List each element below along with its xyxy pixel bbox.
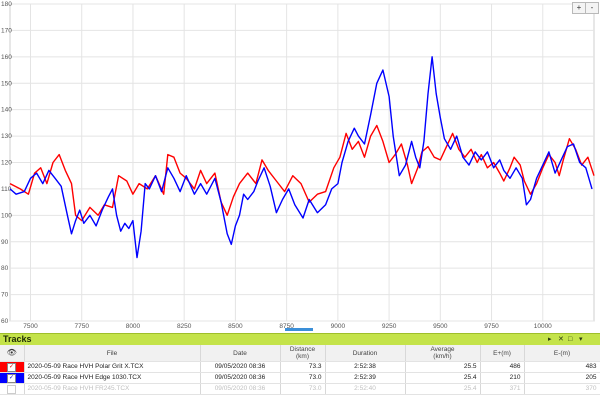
y-tick-label: 90 [1,239,9,246]
eminus-column-header[interactable]: E-(m) [524,345,600,362]
y-tick-label: 140 [1,107,12,114]
x-tick-label: 8500 [228,323,243,330]
chart-area[interactable]: 60 70 80 90 100 110 120 130 140 150 160 170 180 7500… [0,0,600,332]
eminus-cell: 370 [524,383,600,395]
average-column-header[interactable]: Average (km/h) [405,345,481,362]
eplus-cell: 486 [480,361,525,373]
series-line-blue [9,56,593,259]
x-tick-label: 8750 [279,323,294,330]
eminus-cell: 205 [524,372,600,384]
series-line-red [9,124,595,222]
scroll-indicator[interactable] [285,328,313,331]
y-tick-label: 120 [1,160,12,167]
zoom-out-button[interactable]: - [585,2,599,14]
y-tick-label: 180 [1,1,12,8]
x-tick-label: 9000 [331,323,346,330]
x-axis-ticks: 7500 7750 8000 8250 8500 8750 9000 9250 9500 9750… [23,323,552,330]
tracks-panel: Tracks ▸ ✕ □ ▾ 👁 File Date Distance (km)… [0,333,600,401]
visibility-column-header[interactable]: 👁 [0,345,25,362]
eplus-cell: 210 [480,372,525,384]
close-icon[interactable]: ✕ [558,336,564,343]
tracks-table: 👁 File Date Distance (km) Duration Avera… [0,345,600,395]
visibility-checkbox[interactable] [7,385,16,394]
track-color-swatch[interactable]: ✓ [0,372,25,384]
file-cell: 2020-05-09 Race HVH FR245.TCX [24,383,201,395]
eplus-column-header[interactable]: E+(m) [480,345,525,362]
y-tick-label: 60 [1,318,9,325]
average-cell: 25.5 [405,361,481,373]
visibility-checkbox[interactable]: ✓ [7,363,16,372]
eplus-cell: 371 [480,383,525,395]
average-header-label: Average [430,346,455,353]
file-cell: 2020-05-09 Race HVH Edge 1030.TCX [24,372,201,384]
distance-cell: 73.3 [280,361,326,373]
pin-icon[interactable]: ▸ [548,336,552,343]
y-tick-label: 80 [1,265,9,272]
date-column-header[interactable]: Date [200,345,281,362]
distance-header-label: Distance [289,346,316,353]
duration-column-header[interactable]: Duration [325,345,406,362]
tracks-header: Tracks ▸ ✕ □ ▾ [0,333,600,345]
eminus-cell: 483 [524,361,600,373]
x-tick-label: 7500 [23,323,38,330]
average-cell: 25.4 [405,383,481,395]
x-tick-label: 9500 [433,323,448,330]
date-cell: 09/05/2020 08:36 [200,372,281,384]
duration-cell: 2:52:40 [325,383,406,395]
duration-cell: 2:52:38 [325,361,406,373]
track-color-fill: ✓ [0,362,23,372]
heart-rate-chart[interactable]: 60 70 80 90 100 110 120 130 140 150 160 170 180 7500… [0,0,600,332]
distance-header-unit: (km) [296,353,309,360]
table-row[interactable]: ✓ 2020-05-09 Race HVH Polar Grit X.TCX 0… [0,361,600,373]
x-tick-label: 10000 [534,323,552,330]
collapse-icon[interactable]: ▾ [579,336,583,343]
tracks-header-row: 👁 File Date Distance (km) Duration Avera… [0,345,600,362]
y-tick-label: 160 [1,54,12,61]
series [9,56,595,259]
track-color-swatch[interactable]: ✓ [0,361,25,373]
distance-cell: 73.0 [280,372,326,384]
distance-column-header[interactable]: Distance (km) [280,345,326,362]
y-tick-label: 150 [1,80,12,87]
x-tick-label: 8000 [126,323,141,330]
table-row[interactable]: 2020-05-09 Race HVH FR245.TCX 09/05/2020… [0,383,600,395]
y-tick-label: 170 [1,27,12,34]
date-cell: 09/05/2020 08:36 [200,361,281,373]
y-tick-label: 100 [1,212,12,219]
track-color-fill [0,384,23,394]
visibility-checkbox[interactable]: ✓ [7,374,16,383]
average-cell: 25.4 [405,372,481,384]
y-tick-label: 70 [1,292,9,299]
y-tick-label: 130 [1,133,12,140]
track-color-swatch[interactable] [0,383,25,395]
zoom-in-button[interactable]: + [572,2,586,14]
x-tick-label: 7750 [74,323,89,330]
x-tick-label: 8250 [177,323,192,330]
date-cell: 09/05/2020 08:36 [200,383,281,395]
distance-cell: 73.0 [280,383,326,395]
file-cell: 2020-05-09 Race HVH Polar Grit X.TCX [24,361,201,373]
x-tick-label: 9250 [382,323,397,330]
track-color-fill: ✓ [0,373,23,383]
tracks-title: Tracks [3,334,32,344]
average-header-unit: (km/h) [433,353,452,360]
expand-icon[interactable]: □ [568,336,573,343]
eye-icon: 👁 [6,348,17,357]
table-row[interactable]: ✓ 2020-05-09 Race HVH Edge 1030.TCX 09/0… [0,372,600,384]
duration-cell: 2:52:39 [325,372,406,384]
y-axis-ticks: 60 70 80 90 100 110 120 130 140 150 160 170 180 [1,1,12,325]
grid [9,3,595,322]
file-column-header[interactable]: File [24,345,201,362]
x-tick-label: 9750 [484,323,499,330]
y-tick-label: 110 [1,186,12,193]
